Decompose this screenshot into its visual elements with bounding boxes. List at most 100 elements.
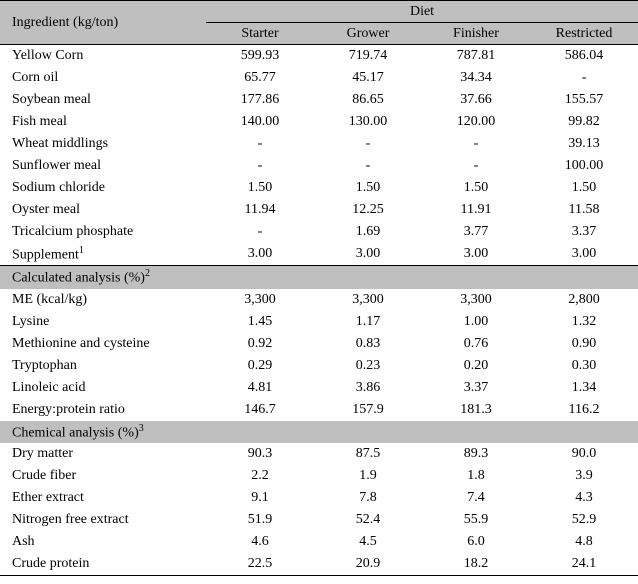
ingredient-name: Tricalcium phosphate <box>0 221 206 243</box>
value-cell: 4.3 <box>530 487 638 509</box>
value-cell: 99.82 <box>530 111 638 133</box>
diet-header: Diet <box>206 1 638 23</box>
ingredient-name: Yellow Corn <box>0 45 206 67</box>
value-cell: - <box>314 133 422 155</box>
value-cell: 4.8 <box>530 531 638 553</box>
value-cell: 719.74 <box>314 45 422 67</box>
ingredient-header: Ingredient (kg/ton) <box>0 1 206 45</box>
ingredient-name: Ash <box>0 531 206 553</box>
value-cell: 3.00 <box>530 243 638 266</box>
table-row: Methionine and cysteine0.920.830.760.90 <box>0 333 638 355</box>
value-cell: 65.77 <box>206 67 314 89</box>
value-cell: 3.37 <box>530 221 638 243</box>
table-row: Energy:protein ratio146.7157.9181.3116.2 <box>0 399 638 421</box>
value-cell: 599.93 <box>206 45 314 67</box>
value-cell: 20.9 <box>314 553 422 575</box>
value-cell: 3.86 <box>314 377 422 399</box>
ingredient-name: Energy:protein ratio <box>0 399 206 421</box>
value-cell: 3,300 <box>422 289 530 311</box>
table-row: Crude fiber2.21.91.83.9 <box>0 465 638 487</box>
value-cell: 2,800 <box>530 289 638 311</box>
ingredient-name: Fish meal <box>0 111 206 133</box>
value-cell: 1.00 <box>422 311 530 333</box>
diet-table: Ingredient (kg/ton) Diet Starter Grower … <box>0 0 638 576</box>
section-header: Chemical analysis (%)3 <box>0 421 638 444</box>
table-row: ME (kcal/kg)3,3003,3003,3002,800 <box>0 289 638 311</box>
value-cell: 34.34 <box>422 67 530 89</box>
value-cell: - <box>206 133 314 155</box>
table-row: Soybean meal177.8686.6537.66155.57 <box>0 89 638 111</box>
value-cell: - <box>422 133 530 155</box>
value-cell: 3,300 <box>314 289 422 311</box>
value-cell: 39.13 <box>530 133 638 155</box>
value-cell: 9.1 <box>206 487 314 509</box>
ingredient-name: Tryptophan <box>0 355 206 377</box>
value-cell: 3,300 <box>206 289 314 311</box>
value-cell: 140.00 <box>206 111 314 133</box>
value-cell: 90.0 <box>530 443 638 465</box>
col-starter: Starter <box>206 23 314 45</box>
value-cell: 155.57 <box>530 89 638 111</box>
value-cell: 3.00 <box>206 243 314 266</box>
value-cell: 1.45 <box>206 311 314 333</box>
value-cell: - <box>314 155 422 177</box>
value-cell: 1.32 <box>530 311 638 333</box>
table-row: Oyster meal11.9412.2511.9111.58 <box>0 199 638 221</box>
value-cell: 0.92 <box>206 333 314 355</box>
section-header: Calculated analysis (%)2 <box>0 266 638 289</box>
col-restricted: Restricted <box>530 23 638 45</box>
table-row: Crude protein22.520.918.224.1 <box>0 553 638 575</box>
value-cell: 181.3 <box>422 399 530 421</box>
value-cell: 3.00 <box>422 243 530 266</box>
ingredient-name: Sunflower meal <box>0 155 206 177</box>
value-cell: 51.9 <box>206 509 314 531</box>
value-cell: 37.66 <box>422 89 530 111</box>
table-row: Sodium chloride1.501.501.501.50 <box>0 177 638 199</box>
value-cell: 116.2 <box>530 399 638 421</box>
ingredient-name: Nitrogen free extract <box>0 509 206 531</box>
value-cell: - <box>206 155 314 177</box>
table-row: Tricalcium phosphate-1.693.773.37 <box>0 221 638 243</box>
table-row: Sunflower meal---100.00 <box>0 155 638 177</box>
col-finisher: Finisher <box>422 23 530 45</box>
value-cell: 3.37 <box>422 377 530 399</box>
table-head: Ingredient (kg/ton) Diet Starter Grower … <box>0 1 638 45</box>
value-cell: 0.83 <box>314 333 422 355</box>
ingredient-name: Crude protein <box>0 553 206 575</box>
value-cell: 1.8 <box>422 465 530 487</box>
value-cell: 4.5 <box>314 531 422 553</box>
ingredient-name: Corn oil <box>0 67 206 89</box>
ingredient-name: Ether extract <box>0 487 206 509</box>
value-cell: - <box>422 155 530 177</box>
value-cell: 130.00 <box>314 111 422 133</box>
value-cell: 55.9 <box>422 509 530 531</box>
value-cell: 4.81 <box>206 377 314 399</box>
value-cell: 1.69 <box>314 221 422 243</box>
ingredient-name: Wheat middlings <box>0 133 206 155</box>
section-header-row: Chemical analysis (%)3 <box>0 421 638 444</box>
value-cell: 1.17 <box>314 311 422 333</box>
value-cell: 586.04 <box>530 45 638 67</box>
value-cell: 7.8 <box>314 487 422 509</box>
value-cell: 90.3 <box>206 443 314 465</box>
value-cell: - <box>206 221 314 243</box>
table-row: Linoleic acid4.813.863.371.34 <box>0 377 638 399</box>
ingredient-name: ME (kcal/kg) <box>0 289 206 311</box>
value-cell: 157.9 <box>314 399 422 421</box>
ingredient-name: Soybean meal <box>0 89 206 111</box>
section-header-row: Calculated analysis (%)2 <box>0 266 638 289</box>
value-cell: 0.20 <box>422 355 530 377</box>
value-cell: 87.5 <box>314 443 422 465</box>
table-row: Ash4.64.56.04.8 <box>0 531 638 553</box>
col-grower: Grower <box>314 23 422 45</box>
value-cell: 11.94 <box>206 199 314 221</box>
value-cell: 120.00 <box>422 111 530 133</box>
ingredient-name: Crude fiber <box>0 465 206 487</box>
ingredient-name: Supplement1 <box>0 243 206 266</box>
value-cell: 6.0 <box>422 531 530 553</box>
table-row: Yellow Corn599.93719.74787.81586.04 <box>0 45 638 67</box>
value-cell: - <box>530 67 638 89</box>
value-cell: 52.9 <box>530 509 638 531</box>
value-cell: 787.81 <box>422 45 530 67</box>
value-cell: 1.9 <box>314 465 422 487</box>
